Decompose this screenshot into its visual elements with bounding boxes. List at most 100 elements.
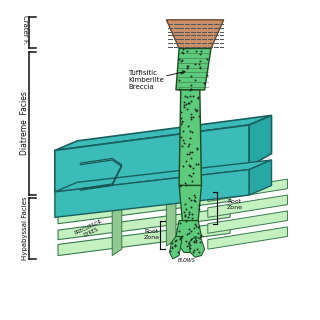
Point xyxy=(187,150,192,155)
Point xyxy=(187,230,192,235)
Point xyxy=(188,135,193,140)
Polygon shape xyxy=(208,211,287,233)
Point xyxy=(196,161,201,166)
Point xyxy=(194,246,199,252)
Polygon shape xyxy=(166,20,224,49)
Point xyxy=(183,206,188,211)
Point xyxy=(194,108,199,113)
Polygon shape xyxy=(55,116,271,150)
Point xyxy=(187,227,192,232)
Point xyxy=(176,228,181,233)
Polygon shape xyxy=(55,125,249,192)
Point xyxy=(180,51,186,56)
Text: Hypabyssal Facies: Hypabyssal Facies xyxy=(21,197,28,260)
Point xyxy=(188,74,193,79)
Point xyxy=(190,115,196,120)
Point xyxy=(181,102,187,108)
Point xyxy=(186,151,191,156)
Point xyxy=(183,158,188,163)
Polygon shape xyxy=(58,192,230,224)
Point xyxy=(179,70,184,76)
Point xyxy=(198,233,203,238)
Point xyxy=(188,117,193,122)
Point xyxy=(194,146,199,151)
Point xyxy=(184,232,189,237)
Point xyxy=(189,237,194,242)
Polygon shape xyxy=(55,160,271,192)
Point xyxy=(188,163,193,168)
Point xyxy=(197,240,203,245)
Point xyxy=(181,105,186,110)
Point xyxy=(198,52,203,57)
Point xyxy=(178,236,183,241)
Point xyxy=(184,49,189,54)
Point xyxy=(197,235,203,240)
Polygon shape xyxy=(208,227,287,249)
Point xyxy=(184,63,189,68)
Point xyxy=(197,61,202,67)
Point xyxy=(191,170,196,175)
Point xyxy=(187,241,192,246)
Point xyxy=(186,173,191,178)
Point xyxy=(186,212,191,217)
Point xyxy=(189,179,194,184)
Point xyxy=(184,219,189,224)
Point xyxy=(194,240,199,245)
Point xyxy=(190,93,196,98)
Point xyxy=(178,122,183,127)
Point xyxy=(194,107,199,112)
Point xyxy=(189,205,194,210)
Point xyxy=(181,99,187,104)
Polygon shape xyxy=(189,236,204,257)
Point xyxy=(182,93,187,99)
Point xyxy=(170,245,175,251)
Point xyxy=(170,241,175,246)
Point xyxy=(190,216,195,221)
Point xyxy=(172,243,177,248)
Point xyxy=(168,248,173,253)
Point xyxy=(178,220,183,225)
Point xyxy=(185,244,190,249)
Point xyxy=(204,73,209,78)
Point xyxy=(180,120,185,125)
Point xyxy=(196,206,202,212)
Point xyxy=(191,247,196,252)
Polygon shape xyxy=(58,176,230,208)
Point xyxy=(192,106,197,111)
Text: BLOWS: BLOWS xyxy=(178,258,196,263)
Point xyxy=(178,59,183,64)
Polygon shape xyxy=(58,208,230,240)
Point xyxy=(180,46,185,51)
Point xyxy=(187,195,192,200)
Point xyxy=(189,211,194,216)
Point xyxy=(192,199,197,204)
Polygon shape xyxy=(208,179,287,201)
Point xyxy=(176,56,181,61)
Point xyxy=(196,202,202,207)
Point xyxy=(192,221,197,226)
Polygon shape xyxy=(112,189,122,256)
Point xyxy=(180,143,185,148)
Point xyxy=(193,235,198,240)
Point xyxy=(188,86,193,92)
Point xyxy=(186,141,191,147)
Polygon shape xyxy=(176,49,211,90)
Point xyxy=(182,213,188,218)
Point xyxy=(173,238,178,244)
Point xyxy=(196,94,201,100)
Point xyxy=(186,162,191,167)
Point xyxy=(181,210,186,215)
Point xyxy=(191,193,196,198)
Point xyxy=(187,87,192,92)
Point xyxy=(190,129,195,134)
Polygon shape xyxy=(166,179,176,246)
Point xyxy=(186,210,191,215)
Point xyxy=(196,249,202,254)
Point xyxy=(178,134,183,140)
Text: PRECURSOR
DYKES: PRECURSOR DYKES xyxy=(74,219,106,241)
Point xyxy=(188,228,194,234)
Polygon shape xyxy=(249,116,271,166)
Point xyxy=(187,246,192,251)
Polygon shape xyxy=(58,222,230,256)
Point xyxy=(179,182,184,188)
